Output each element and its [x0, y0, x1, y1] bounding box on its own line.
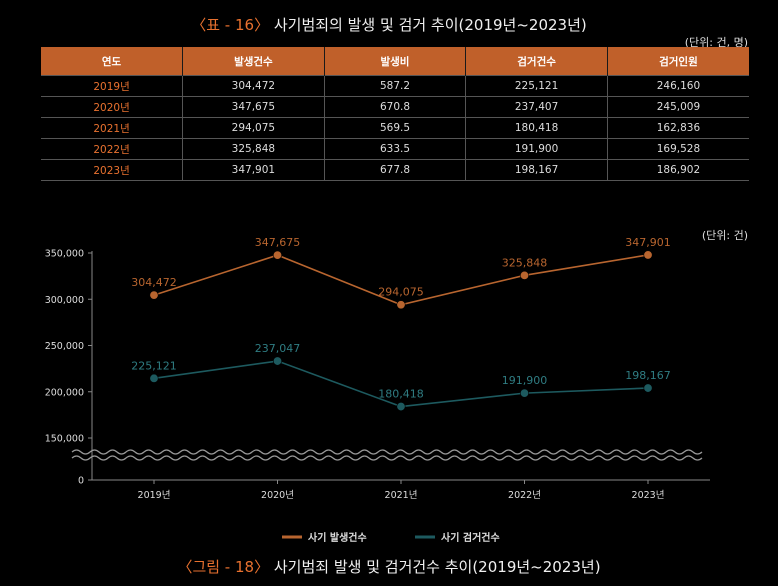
data-point — [272, 356, 282, 366]
data-point — [519, 270, 529, 280]
table-cell: 162,836 — [606, 117, 749, 139]
table-row: 2022년 325,848 633.5 191,900 169,528 — [41, 138, 749, 160]
header-occurrences: 발생건수 — [182, 47, 325, 76]
legend-label: 사기 발생건수 — [308, 531, 367, 544]
table-cell: 246,160 — [606, 75, 749, 97]
table-cell: 237,407 — [465, 96, 608, 118]
header-arrests: 검거건수 — [465, 47, 608, 76]
table-header-row: 연도 발생건수 발생비 검거건수 검거인원 — [41, 47, 749, 76]
table-number: 〈표 - 16〉 — [191, 16, 270, 34]
x-tick-label: 2022년 — [508, 490, 541, 501]
y-tick-label: 300,000 — [45, 295, 84, 306]
table-cell: 569.5 — [323, 117, 466, 139]
data-point — [643, 383, 653, 393]
data-label: 347,901 — [625, 236, 671, 249]
table-cell: 325,848 — [182, 138, 325, 160]
x-tick-label: 2023년 — [632, 490, 665, 501]
x-tick-label: 2019년 — [138, 490, 171, 501]
table-cell: 677.8 — [323, 159, 466, 181]
table-title: 〈표 - 16〉 사기범죄의 발생 및 검거 추이(2019년~2023년) — [0, 14, 778, 35]
axis-break-line — [71, 449, 703, 455]
data-label: 304,472 — [131, 276, 177, 289]
table-cell: 2022년 — [41, 138, 183, 160]
figure-number: 〈그림 - 18〉 — [177, 558, 270, 576]
table-row: 2020년 347,675 670.8 237,407 245,009 — [41, 96, 749, 118]
figure-title: 〈그림 - 18〉 사기범죄 발생 및 검거건수 추이(2019년~2023년) — [0, 556, 778, 577]
data-label: 225,121 — [131, 359, 177, 372]
data-label: 198,167 — [625, 369, 671, 382]
table-row: 2023년 347,901 677.8 198,167 186,902 — [41, 159, 749, 181]
x-tick-label: 2020년 — [261, 490, 294, 501]
data-point — [149, 373, 159, 383]
y-tick-label: 150,000 — [45, 434, 84, 445]
table-cell: 2023년 — [41, 159, 183, 181]
table-cell: 2020년 — [41, 96, 183, 118]
table-cell: 633.5 — [323, 138, 466, 160]
table-cell: 347,675 — [182, 96, 325, 118]
figure-title-text: 사기범죄 발생 및 검거건수 추이(2019년~2023년) — [273, 558, 601, 576]
data-label: 180,418 — [378, 388, 424, 401]
chart-unit: (단위: 건) — [701, 229, 748, 242]
table-cell: 180,418 — [465, 117, 608, 139]
axis-break-line — [71, 455, 703, 461]
table-cell: 198,167 — [465, 159, 608, 181]
x-tick-label: 2021년 — [385, 490, 418, 501]
table-cell: 294,075 — [182, 117, 325, 139]
data-label: 294,075 — [378, 286, 424, 299]
data-point — [396, 300, 406, 310]
data-point — [396, 402, 406, 412]
data-point — [149, 290, 159, 300]
legend-label: 사기 검거건수 — [441, 531, 500, 544]
y-tick-label: 0 — [78, 476, 84, 487]
table-cell: 2021년 — [41, 117, 183, 139]
header-year: 연도 — [41, 47, 183, 76]
table-cell: 245,009 — [606, 96, 749, 118]
header-arrested-persons: 검거인원 — [606, 47, 749, 76]
y-tick-label: 200,000 — [45, 387, 84, 398]
table-cell: 169,528 — [606, 138, 749, 160]
table-row: 2021년 294,075 569.5 180,418 162,836 — [41, 117, 749, 139]
table-cell: 347,901 — [182, 159, 325, 181]
data-point — [643, 250, 653, 260]
table-cell: 587.2 — [323, 75, 466, 97]
y-tick-label: 350,000 — [45, 249, 84, 260]
data-point — [519, 388, 529, 398]
table-unit: (단위: 건, 명) — [684, 36, 748, 49]
data-point — [272, 250, 282, 260]
table-cell: 191,900 — [465, 138, 608, 160]
table-cell: 186,902 — [606, 159, 749, 181]
table-row: 2019년 304,472 587.2 225,121 246,160 — [41, 75, 749, 97]
table-cell: 2019년 — [41, 75, 183, 97]
y-tick-label: 250,000 — [45, 341, 84, 352]
header-rate: 발생비 — [323, 47, 466, 76]
data-label: 191,900 — [502, 374, 548, 387]
table-cell: 304,472 — [182, 75, 325, 97]
table-cell: 670.8 — [323, 96, 466, 118]
table-title-text: 사기범죄의 발생 및 검거 추이(2019년~2023년) — [273, 16, 587, 34]
data-label: 237,047 — [255, 342, 301, 355]
data-label: 325,848 — [502, 256, 548, 269]
stats-table: 연도 발생건수 발생비 검거건수 검거인원 2019년 304,472 587.… — [41, 47, 749, 181]
data-label: 347,675 — [255, 236, 301, 249]
table-cell: 225,121 — [465, 75, 608, 97]
